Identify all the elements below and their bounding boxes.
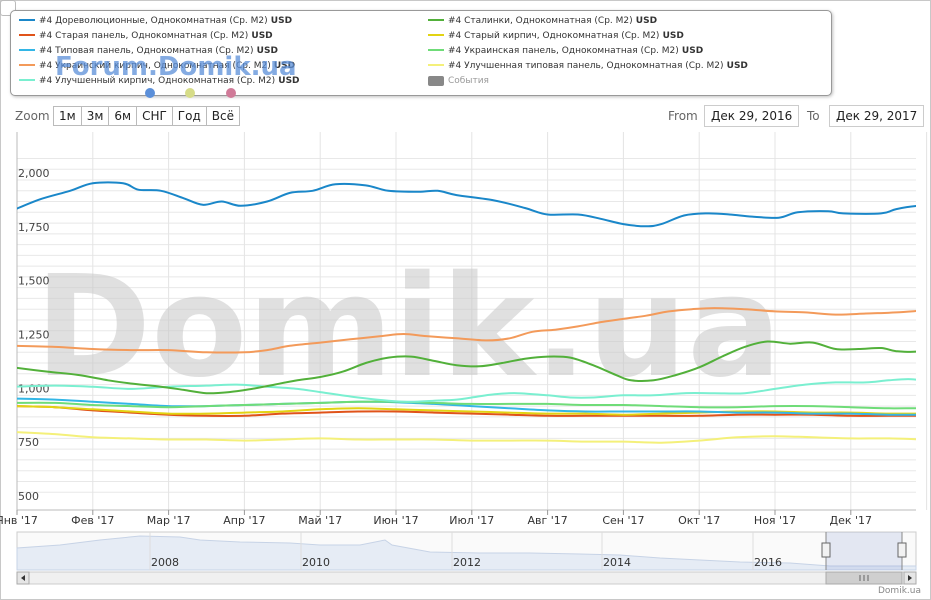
watermark-dot [145, 88, 155, 98]
legend-swatch [19, 78, 35, 81]
series-line [17, 405, 916, 416]
x-tick-label: Дек '17 [830, 514, 873, 527]
from-date-input[interactable]: Дек 29, 2016 [704, 105, 800, 127]
x-tick-label: Май '17 [298, 514, 342, 527]
series-line [17, 431, 916, 444]
navigator-handle-right[interactable] [897, 542, 907, 558]
y-tick-label: 2,000 [18, 167, 50, 180]
navigator-year-label: 2014 [603, 556, 631, 569]
watermark-dot [226, 88, 236, 98]
series-line [17, 307, 916, 354]
legend-unit: USD [659, 31, 684, 41]
legend: #4 Дореволюционные, Однокомнатная (Ср. М… [10, 10, 832, 96]
x-tick-label: Янв '17 [0, 514, 38, 527]
legend-item[interactable]: #4 Старый кирпич, Однокомнатная (Ср. М2)… [428, 30, 684, 42]
legend-item[interactable]: #4 Дореволюционные, Однокомнатная (Ср. М… [19, 15, 292, 27]
series-line [17, 400, 916, 410]
arrow-left-icon [21, 575, 25, 581]
legend-item[interactable]: #4 Улучшенный кирпич, Однокомнатная (Ср.… [19, 75, 300, 87]
legend-item[interactable]: #4 Сталинки, Однокомнатная (Ср. М2) USD [428, 15, 657, 27]
y-tick-label: 1,500 [18, 275, 50, 288]
legend-swatch [428, 63, 444, 66]
legend-item[interactable]: #4 Типовая панель, Однокомнатная (Ср. М2… [19, 45, 278, 57]
x-tick-label: Авг '17 [527, 514, 567, 527]
zoom-button[interactable]: 6м [108, 106, 138, 126]
navigator-area [16, 535, 917, 571]
x-tick-label: Ноя '17 [754, 514, 796, 527]
x-tick-label: Июл '17 [449, 514, 494, 527]
grip-icon [859, 575, 869, 581]
legend-unit: USD [723, 61, 748, 71]
series-line [17, 181, 916, 228]
navigator-year-label: 2010 [302, 556, 330, 569]
legend-unit: USD [270, 61, 296, 71]
legend-label: #4 Украинский кирпич, Однокомнатная (Ср.… [39, 61, 271, 71]
legend-item[interactable]: События [428, 75, 489, 87]
legend-unit: USD [248, 31, 273, 41]
y-tick-label: 500 [18, 490, 39, 503]
navigator-selection [826, 532, 902, 570]
legend-item[interactable]: #4 Старая панель, Однокомнатная (Ср. М2)… [19, 30, 273, 42]
legend-swatch [19, 18, 35, 21]
legend-item[interactable]: #4 Украинская панель, Однокомнатная (Ср.… [428, 45, 703, 57]
legend-swatch [428, 75, 444, 86]
legend-label: События [448, 76, 489, 86]
x-tick-label: Мар '17 [147, 514, 191, 527]
y-tick-label: 750 [18, 436, 39, 449]
x-tick-label: Апр '17 [223, 514, 265, 527]
y-tick-label: 1,250 [18, 329, 50, 342]
navigator-year-label: 2016 [754, 556, 782, 569]
zoom-button[interactable]: СНГ [136, 106, 173, 126]
zoom-label: Zoom [15, 109, 50, 123]
credit: Domik.ua [878, 586, 921, 596]
series-line [17, 340, 916, 395]
navigator-handle-left[interactable] [821, 542, 831, 558]
y-tick-label: 1,000 [18, 382, 50, 395]
zoom-button[interactable]: Год [171, 106, 207, 126]
watermark-dot [185, 88, 195, 98]
legend-swatch [19, 48, 35, 51]
legend-label: #4 Украинская панель, Однокомнатная (Ср.… [448, 46, 679, 56]
zoom-buttons: 1м 3м 6м СНГ Год Всё [53, 106, 240, 126]
series-line [17, 405, 916, 417]
arrow-right-icon [908, 575, 912, 581]
navigator-year-label: 2008 [151, 556, 179, 569]
zoom-button[interactable]: Всё [205, 106, 240, 126]
legend-label: #4 Типовая панель, Однокомнатная (Ср. М2… [39, 46, 254, 56]
zoom-button[interactable]: 1м [53, 106, 82, 126]
to-label: To [807, 109, 820, 123]
scrollbar-track[interactable] [16, 571, 917, 585]
x-tick-label: Июн '17 [373, 514, 418, 527]
y-tick-label: 1,750 [18, 221, 50, 234]
legend-unit: USD [678, 46, 704, 56]
legend-label: #4 Старый кирпич, Однокомнатная (Ср. М2) [448, 31, 660, 41]
big-watermark: Domik.ua [35, 246, 782, 409]
legend-swatch [19, 33, 35, 36]
x-tick-label: Окт '17 [678, 514, 720, 527]
navigator-year-label: 2012 [453, 556, 481, 569]
to-date-input[interactable]: Дек 29, 2017 [829, 105, 925, 127]
legend-unit: USD [267, 16, 293, 26]
legend-item[interactable]: #4 Украинский кирпич, Однокомнатная (Ср.… [19, 60, 295, 72]
legend-label: #4 Улучшенная типовая панель, Однокомнат… [448, 61, 724, 71]
forum-watermark: Forum.Domik.ua [55, 52, 297, 82]
legend-swatch [428, 18, 444, 21]
x-tick-label: Сен '17 [602, 514, 644, 527]
legend-swatch [428, 48, 444, 51]
legend-item[interactable]: #4 Улучшенная типовая панель, Однокомнат… [428, 60, 748, 72]
legend-unit: USD [632, 16, 658, 26]
x-tick-label: Фев '17 [71, 514, 114, 527]
series-line [17, 378, 916, 403]
from-label: From [668, 109, 698, 123]
legend-label: #4 Сталинки, Однокомнатная (Ср. М2) [448, 16, 633, 26]
legend-label: #4 Дореволюционные, Однокомнатная (Ср. М… [39, 16, 268, 26]
legend-swatch [428, 33, 444, 36]
legend-swatch [19, 63, 35, 66]
legend-unit: USD [275, 76, 300, 86]
zoom-button[interactable]: 3м [80, 106, 110, 126]
legend-label: #4 Улучшенный кирпич, Однокомнатная (Ср.… [39, 76, 276, 86]
legend-unit: USD [253, 46, 278, 56]
legend-label: #4 Старая панель, Однокомнатная (Ср. М2) [39, 31, 249, 41]
